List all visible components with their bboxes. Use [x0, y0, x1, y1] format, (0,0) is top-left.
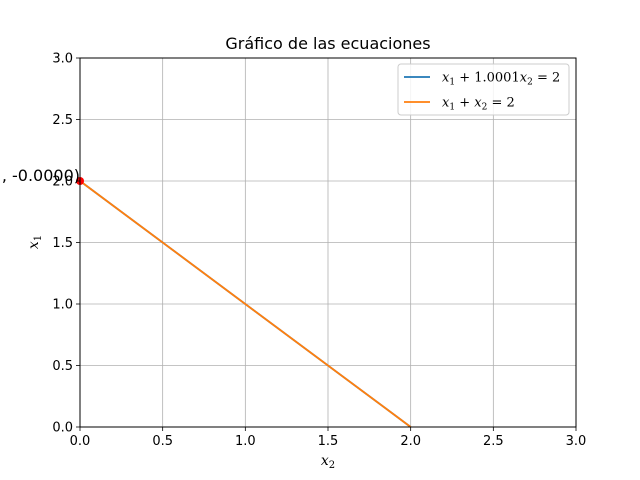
y-tick-label: 1.5	[52, 236, 73, 251]
x-tick-label: 2.0	[400, 434, 421, 449]
legend-box	[397, 63, 570, 116]
point-annotation: , -0.0000)	[2, 166, 80, 185]
legend-label: x1 + 1.0001x2 = 2	[442, 71, 560, 88]
y-tick-label: 0.0	[52, 421, 73, 436]
axis-ticks: 0.0 0.5 1.0 1.5 2.0 2.5 3.0 0.0 0.5 1.0 1.5 2.0 2.5 3…	[52, 52, 586, 450]
y-axis-label: x1	[26, 235, 44, 249]
y-tick-label: 3.0	[52, 52, 73, 67]
x-axis-label: x2	[321, 453, 335, 471]
x-tick-label: 0.5	[152, 434, 173, 449]
x-tick-label: 1.0	[235, 434, 256, 449]
y-tick-label: 2.5	[52, 113, 73, 128]
chart-title: Gráfico de las ecuaciones	[225, 34, 430, 53]
y-tick-label: 0.5	[52, 359, 73, 374]
legend: x1 + 1.0001x2 = 2 x1 + x2 = 2	[397, 63, 570, 116]
x-tick-label: 3.0	[566, 434, 587, 449]
x-tick-label: 2.5	[483, 434, 504, 449]
annotations: , -0.0000)	[2, 166, 80, 185]
x-tick-label: 0.0	[70, 434, 91, 449]
series-lines	[79, 180, 412, 428]
y-tick-label: 2.0	[52, 175, 73, 190]
series-line-2	[79, 180, 412, 428]
x-tick-label: 1.5	[318, 434, 339, 449]
legend-label: x1 + x2 = 2	[442, 96, 515, 113]
y-tick-label: 1.0	[52, 298, 73, 313]
